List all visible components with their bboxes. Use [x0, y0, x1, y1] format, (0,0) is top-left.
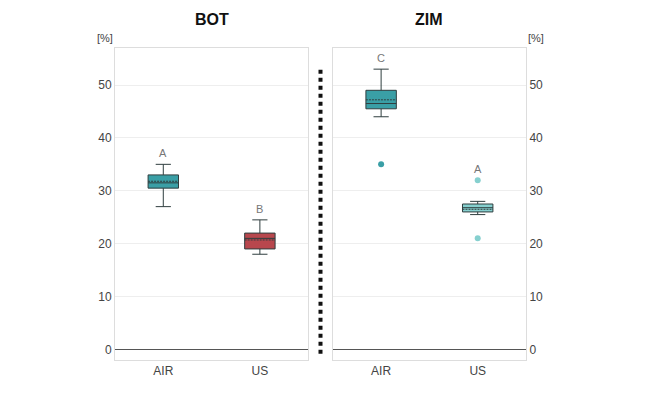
svg-text:30: 30	[529, 184, 543, 198]
svg-text:20: 20	[529, 237, 543, 251]
svg-text:ZIM: ZIM	[415, 11, 443, 28]
svg-text:50: 50	[529, 78, 543, 92]
svg-text:C: C	[377, 52, 385, 64]
svg-text:[%]: [%]	[97, 32, 113, 44]
svg-text:[%]: [%]	[528, 32, 544, 44]
svg-text:BOT: BOT	[195, 11, 229, 28]
svg-text:US: US	[252, 364, 269, 378]
svg-text:30: 30	[98, 184, 112, 198]
svg-text:A: A	[474, 163, 482, 175]
svg-text:US: US	[469, 364, 486, 378]
svg-text:50: 50	[98, 78, 112, 92]
svg-text:10: 10	[98, 290, 112, 304]
svg-text:20: 20	[98, 237, 112, 251]
svg-text:40: 40	[98, 131, 112, 145]
svg-text:0: 0	[105, 343, 112, 357]
svg-text:A: A	[159, 147, 167, 159]
svg-text:0: 0	[529, 343, 536, 357]
svg-text:40: 40	[529, 131, 543, 145]
svg-text:B: B	[256, 203, 263, 215]
svg-text:AIR: AIR	[371, 364, 391, 378]
svg-text:AIR: AIR	[153, 364, 173, 378]
svg-text:10: 10	[529, 290, 543, 304]
